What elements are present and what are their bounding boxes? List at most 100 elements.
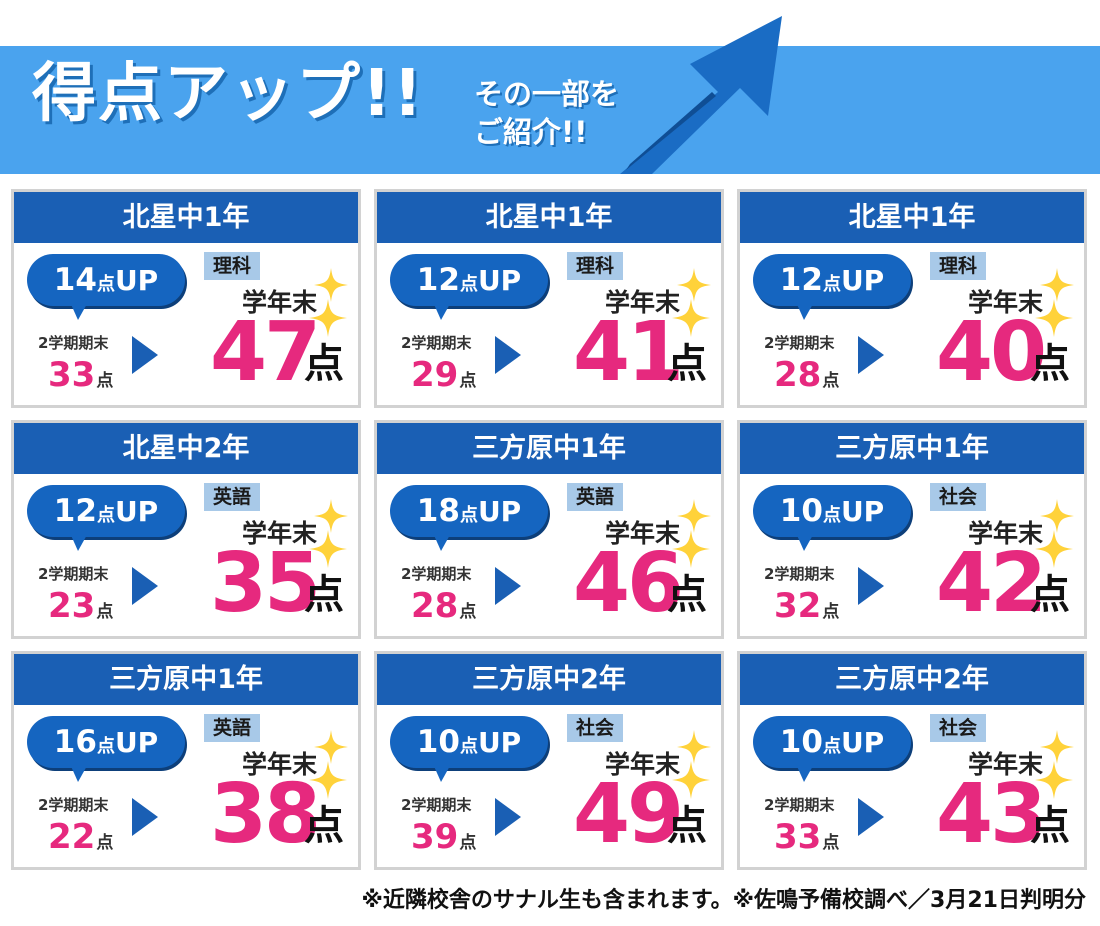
banner-subtitle-line1: その一部を	[474, 77, 620, 111]
score-card: 北星中1年 12点UP 理科 学年末 2学期期末 28点 40 点	[737, 189, 1087, 408]
points-unit: 点	[459, 833, 477, 853]
score-card: 北星中1年 14点UP 理科 学年末 2学期期末 33点 47 点	[11, 189, 361, 408]
up-label: UP	[840, 264, 885, 297]
before-score: 23点	[48, 589, 113, 623]
after-score-unit: 点	[1030, 803, 1070, 849]
after-score-value: 43	[936, 767, 1047, 862]
up-label: UP	[114, 726, 159, 759]
sparkle-icon	[672, 761, 710, 799]
term-end-label: 学年末	[605, 750, 681, 779]
before-term-label: 2学期期末	[38, 565, 109, 583]
score-card: 北星中1年 12点UP 理科 学年末 2学期期末 29点 41 点	[374, 189, 724, 408]
after-score-unit: 点	[1030, 572, 1070, 618]
after-score-value: 40	[936, 305, 1047, 400]
sparkle-icon	[309, 761, 347, 799]
term-end-label: 学年末	[242, 519, 318, 548]
before-score: 33点	[774, 820, 839, 854]
points-unit: 点	[459, 505, 478, 526]
after-score-value: 49	[573, 767, 684, 862]
before-term-label: 2学期期末	[401, 796, 472, 814]
school-grade-header: 三方原中1年	[377, 423, 721, 474]
points-up-value: 18	[416, 493, 460, 529]
subject-tag: 社会	[930, 714, 987, 742]
points-up-badge: 18点UP	[390, 485, 548, 537]
before-term-label: 2学期期末	[401, 565, 472, 583]
school-grade-header: 三方原中2年	[377, 654, 721, 705]
before-term-label: 2学期期末	[764, 334, 835, 352]
sparkle-icon	[1040, 499, 1074, 533]
score-card: 三方原中2年 10点UP 社会 学年末 2学期期末 39点 49 点	[374, 651, 724, 870]
points-unit: 点	[822, 371, 840, 391]
before-score-value: 28	[411, 586, 459, 626]
score-card: 三方原中2年 10点UP 社会 学年末 2学期期末 33点 43 点	[737, 651, 1087, 870]
points-up-value: 10	[779, 493, 823, 529]
after-score-unit: 点	[304, 803, 344, 849]
after-score-value: 42	[936, 536, 1047, 631]
badge-tail	[70, 533, 88, 551]
after-score-unit: 点	[667, 572, 707, 618]
after-score-unit: 点	[667, 803, 707, 849]
sparkle-icon	[677, 268, 711, 302]
points-unit: 点	[459, 736, 478, 757]
sparkle-icon	[1035, 530, 1073, 568]
sparkle-icon	[314, 730, 348, 764]
sparkle-icon	[1035, 761, 1073, 799]
before-score-value: 29	[411, 355, 459, 395]
up-label: UP	[840, 726, 885, 759]
school-grade-header: 北星中1年	[14, 192, 358, 243]
points-unit: 点	[822, 505, 841, 526]
sparkle-icon	[677, 499, 711, 533]
subject-tag: 社会	[567, 714, 624, 742]
points-up-value: 10	[416, 724, 460, 760]
badge-tail	[796, 764, 814, 782]
term-end-label: 学年末	[968, 288, 1044, 317]
before-score: 29点	[411, 358, 476, 392]
subject-tag: 社会	[930, 483, 987, 511]
arrow-right-icon	[858, 567, 884, 605]
before-score: 28点	[774, 358, 839, 392]
up-arrow-icon	[620, 16, 782, 174]
up-label: UP	[477, 726, 522, 759]
arrow-right-icon	[132, 567, 158, 605]
before-score-value: 39	[411, 817, 459, 857]
before-term-label: 2学期期末	[38, 334, 109, 352]
subject-tag: 英語	[567, 483, 624, 511]
score-card: 三方原中1年 16点UP 英語 学年末 2学期期末 22点 38 点	[11, 651, 361, 870]
up-label: UP	[114, 264, 159, 297]
sparkle-icon	[314, 499, 348, 533]
sparkle-icon	[309, 299, 347, 337]
subject-tag: 理科	[567, 252, 624, 280]
before-term-label: 2学期期末	[764, 796, 835, 814]
banner-subtitle-line2: ご紹介!!	[474, 115, 588, 149]
after-score-value: 38	[210, 767, 321, 862]
arrow-right-icon	[132, 798, 158, 836]
score-card: 北星中2年 12点UP 英語 学年末 2学期期末 23点 35 点	[11, 420, 361, 639]
points-up-value: 16	[53, 724, 97, 760]
term-end-label: 学年末	[605, 519, 681, 548]
after-score-unit: 点	[304, 341, 344, 387]
before-score-value: 33	[48, 355, 96, 395]
points-up-badge: 14点UP	[27, 254, 185, 306]
after-score-unit: 点	[304, 572, 344, 618]
before-score: 33点	[48, 358, 113, 392]
subject-tag: 英語	[204, 483, 261, 511]
arrow-right-icon	[858, 336, 884, 374]
term-end-label: 学年末	[605, 288, 681, 317]
up-label: UP	[114, 495, 159, 528]
up-label: UP	[477, 264, 522, 297]
school-grade-header: 三方原中1年	[14, 654, 358, 705]
before-score-value: 28	[774, 355, 822, 395]
term-end-label: 学年末	[968, 519, 1044, 548]
before-score-value: 23	[48, 586, 96, 626]
badge-tail	[433, 533, 451, 551]
before-score: 32点	[774, 589, 839, 623]
term-end-label: 学年末	[242, 750, 318, 779]
arrow-right-icon	[495, 798, 521, 836]
school-grade-header: 三方原中1年	[740, 423, 1084, 474]
before-score-value: 22	[48, 817, 96, 857]
points-unit: 点	[459, 371, 477, 391]
points-unit: 点	[96, 505, 115, 526]
subject-tag: 理科	[930, 252, 987, 280]
badge-tail	[70, 764, 88, 782]
after-score-value: 41	[573, 305, 684, 400]
